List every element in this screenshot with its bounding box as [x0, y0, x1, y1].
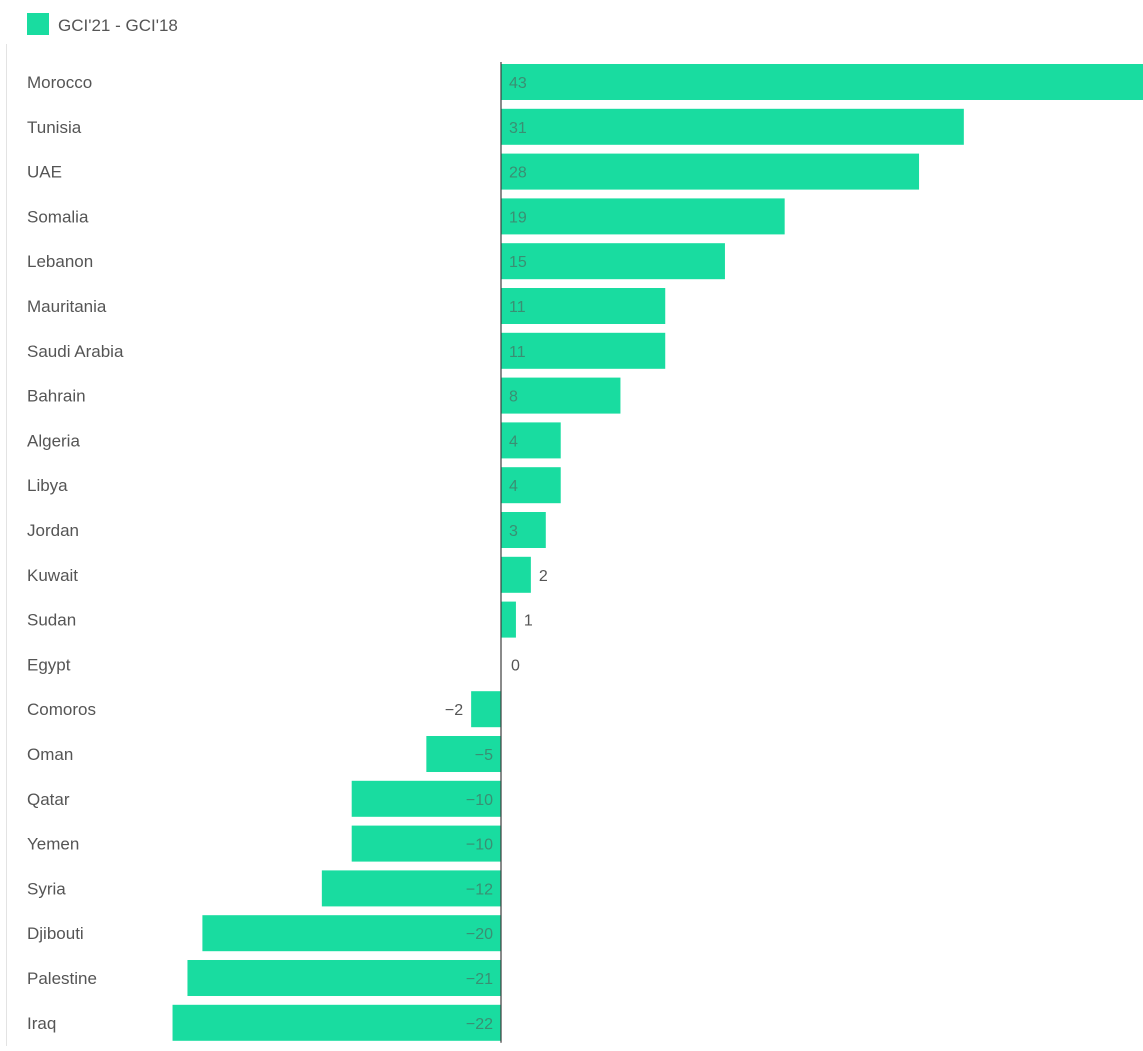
category-label: Tunisia [27, 118, 82, 137]
legend-label: GCI'21 - GCI'18 [58, 16, 178, 35]
legend-swatch [27, 13, 49, 35]
bar [501, 377, 621, 414]
category-label: Sudan [27, 611, 76, 630]
value-label: −12 [466, 881, 493, 898]
category-label: Syria [27, 879, 66, 898]
value-label: −2 [445, 702, 463, 719]
bar [501, 601, 516, 638]
bar [321, 870, 501, 907]
bar [501, 512, 546, 548]
category-label: Jordan [27, 521, 79, 540]
bar [501, 556, 531, 593]
value-label: −5 [475, 747, 493, 764]
category-label: Algeria [27, 431, 80, 450]
category-label: Bahrain [27, 387, 86, 406]
bar [187, 960, 501, 996]
value-label: −22 [466, 1016, 493, 1033]
bar [426, 736, 501, 772]
bar [172, 1004, 501, 1041]
category-label: Kuwait [27, 566, 78, 585]
category-label: Libya [27, 476, 68, 495]
bar [501, 243, 725, 280]
bar [501, 467, 561, 504]
value-label: 3 [509, 523, 518, 540]
category-label: Yemen [27, 835, 79, 854]
category-label: Palestine [27, 969, 97, 988]
value-label: 11 [509, 299, 526, 316]
value-label: 19 [509, 209, 527, 226]
value-label: −21 [466, 971, 493, 988]
bar [471, 691, 501, 728]
bars-group [172, 64, 1143, 1041]
value-label: −10 [466, 837, 493, 854]
value-label: 11 [509, 344, 526, 361]
value-label: 31 [509, 120, 527, 137]
bar [501, 64, 1143, 100]
value-label: 1 [524, 613, 533, 630]
category-label: Morocco [27, 73, 92, 92]
category-label: Djibouti [27, 924, 84, 943]
bar [501, 198, 785, 235]
value-label: 43 [509, 75, 527, 92]
value-label: 15 [509, 254, 527, 271]
value-label: 8 [509, 389, 518, 406]
category-label: Saudi Arabia [27, 342, 124, 361]
bar [501, 422, 561, 459]
value-label: 0 [511, 657, 520, 674]
value-label: 28 [509, 165, 527, 182]
bar [351, 780, 501, 817]
category-label: UAE [27, 163, 62, 182]
value-label: 2 [539, 568, 548, 585]
value-label: 4 [509, 478, 518, 495]
bar [501, 288, 666, 324]
category-labels-group: Morocco Tunisia UAE Somalia Lebanon Mauritani… [27, 73, 124, 1033]
bar [501, 108, 964, 145]
bar [202, 915, 501, 952]
legend: GCI'21 - GCI'18 [27, 13, 178, 35]
bar [501, 153, 920, 190]
value-labels-group: 433128191511118443210−2−5−10−10−12−20−21… [445, 75, 548, 1033]
category-label: Mauritania [27, 297, 107, 316]
category-label: Somalia [27, 207, 89, 226]
category-label: Iraq [27, 1014, 56, 1033]
value-label: 4 [509, 433, 518, 450]
category-label: Egypt [27, 655, 71, 674]
category-label: Comoros [27, 700, 96, 719]
category-label: Qatar [27, 790, 70, 809]
category-label: Oman [27, 745, 73, 764]
category-label: Lebanon [27, 252, 93, 271]
bar [501, 332, 666, 369]
bar [351, 825, 501, 862]
value-label: −10 [466, 792, 493, 809]
panel-left-border [6, 44, 7, 1046]
value-label: −20 [466, 926, 493, 943]
